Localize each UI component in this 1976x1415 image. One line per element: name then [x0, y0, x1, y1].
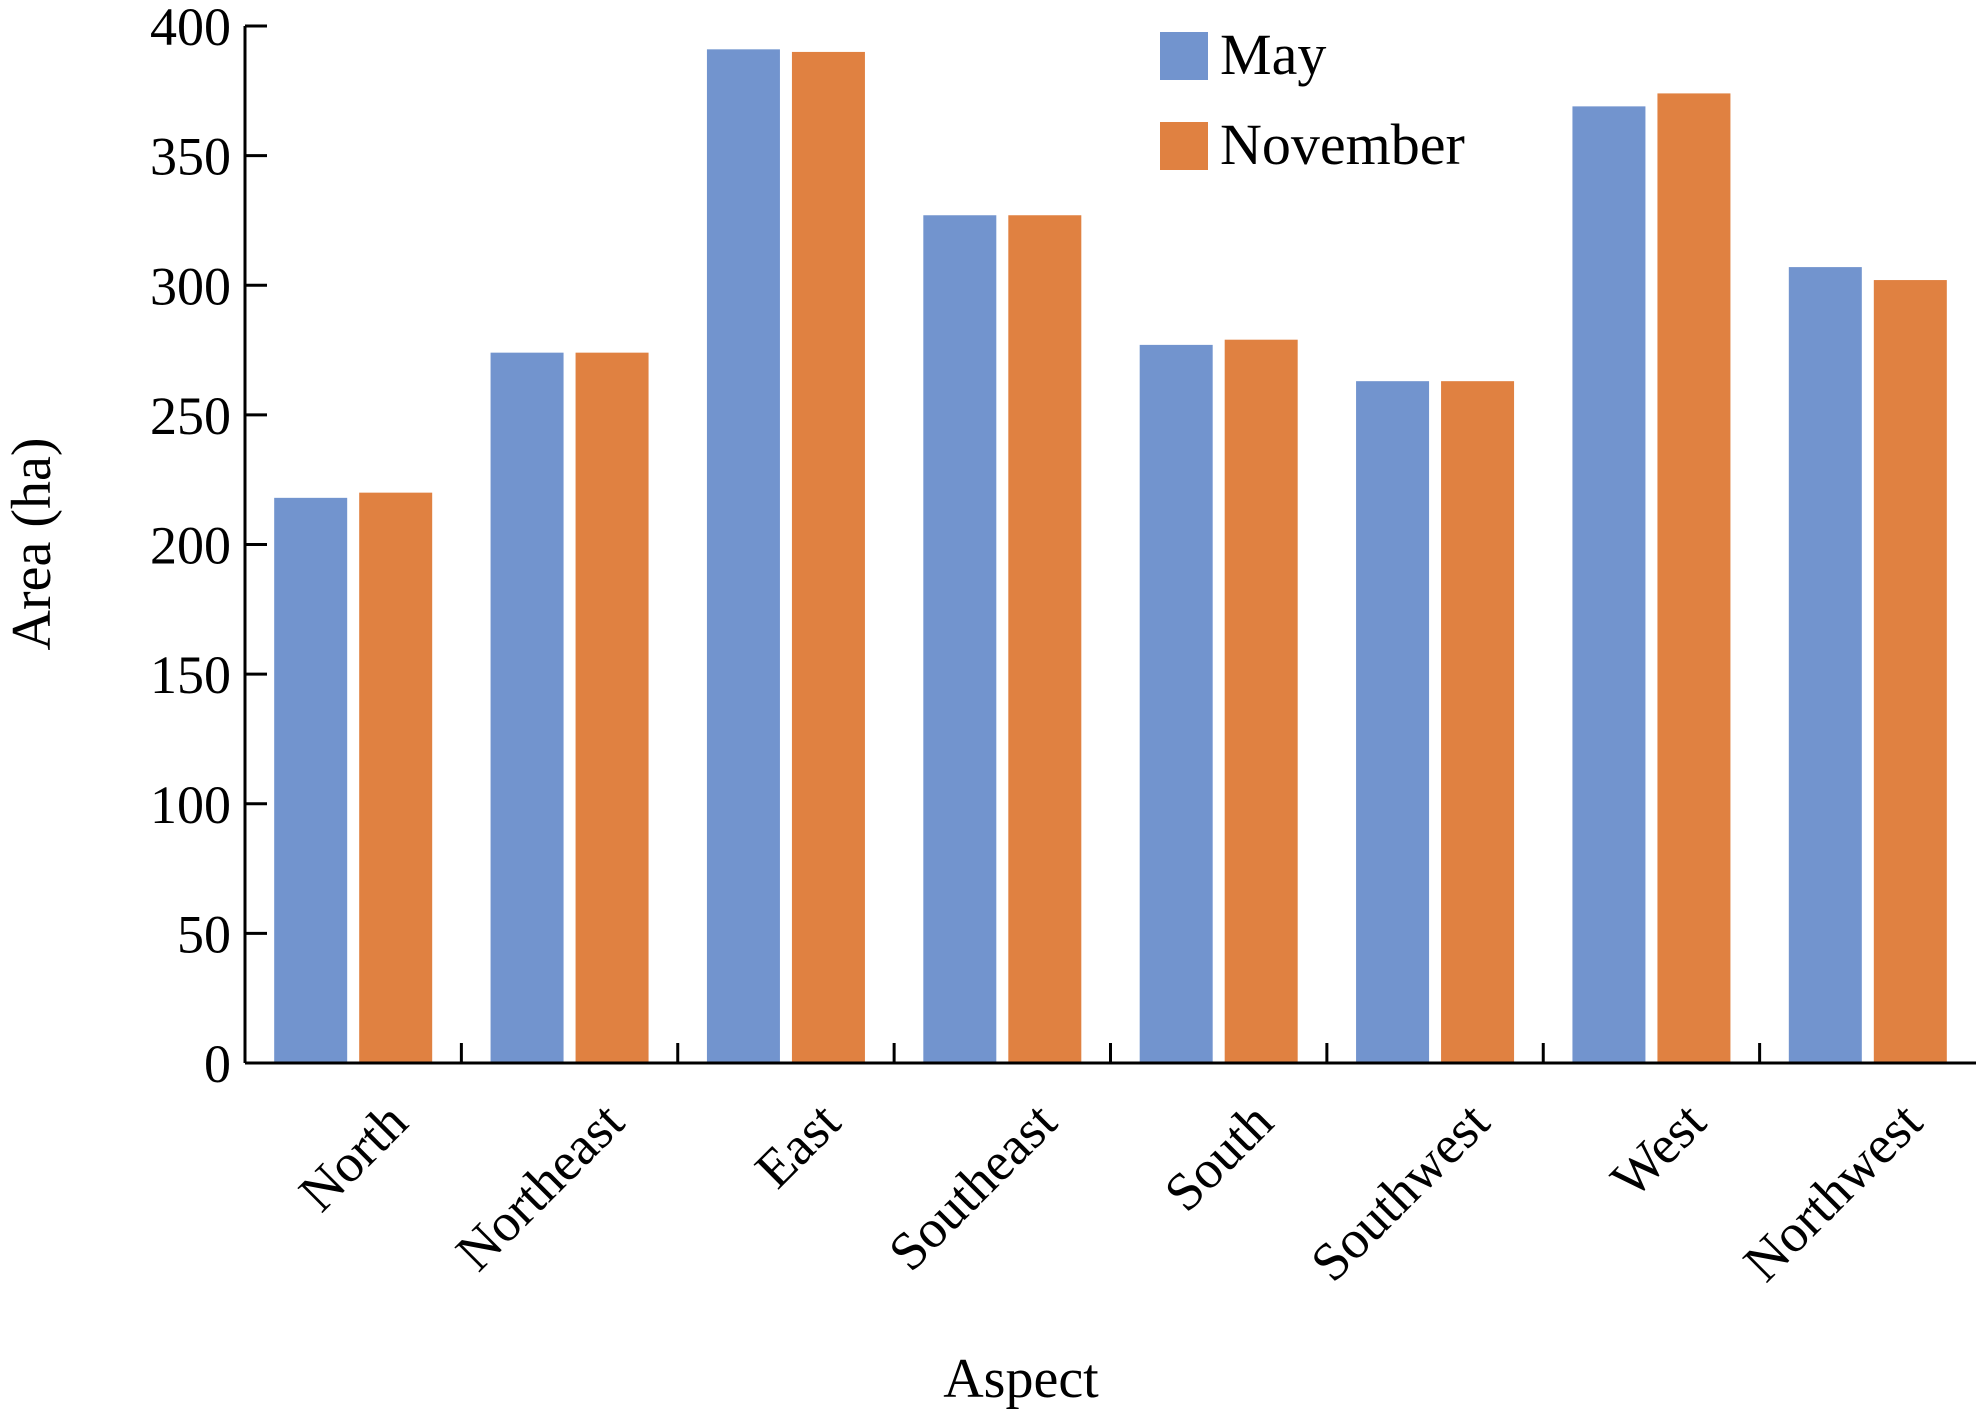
y-axis-title: Area (ha): [1, 438, 63, 651]
x-tick-label: Southwest: [1299, 1091, 1501, 1293]
x-tick-label: North: [287, 1091, 419, 1223]
y-tick-label: 350: [150, 127, 231, 187]
legend-label-may: May: [1220, 22, 1326, 87]
bar-may-north: [274, 497, 348, 1064]
y-tick-label: 0: [204, 1034, 231, 1094]
x-tick-label: East: [743, 1091, 851, 1199]
bar-november-southeast: [1008, 215, 1082, 1063]
bar-november-west: [1657, 93, 1731, 1063]
bar-november-north: [359, 492, 433, 1063]
y-ticks-group: 0 50 100 150 200 250 300 350 400: [150, 0, 267, 1094]
x-tick-label: South: [1153, 1091, 1285, 1223]
bar-may-northeast: [490, 352, 564, 1063]
x-tick-label: West: [1599, 1091, 1717, 1209]
y-tick-label: 200: [150, 516, 231, 576]
bars-group: [274, 49, 1947, 1064]
y-tick-label: 100: [150, 775, 231, 835]
y-tick-label: 400: [150, 0, 231, 57]
bar-may-southeast: [923, 215, 997, 1063]
y-tick-label: 250: [150, 386, 231, 446]
legend-label-november: November: [1220, 112, 1465, 177]
x-ticks-group: North Northeast East Southeast South Southwes…: [287, 1043, 1933, 1293]
y-tick-label: 300: [150, 256, 231, 316]
bar-november-southwest: [1441, 381, 1515, 1063]
legend: May November: [1160, 22, 1465, 177]
bar-may-south: [1139, 344, 1213, 1063]
bar-november-northeast: [575, 352, 649, 1063]
bar-november-south: [1224, 339, 1298, 1063]
x-tick-label: Southeast: [877, 1091, 1068, 1282]
bar-november-east: [791, 51, 865, 1064]
bar-may-northwest: [1788, 267, 1862, 1063]
bar-may-southwest: [1356, 381, 1430, 1063]
legend-swatch-november: [1160, 122, 1208, 170]
bar-may-east: [706, 49, 780, 1063]
bar-may-west: [1572, 106, 1646, 1064]
y-tick-label: 150: [150, 645, 231, 705]
bar-november-northwest: [1873, 280, 1947, 1063]
legend-swatch-may: [1160, 32, 1208, 80]
y-tick-label: 50: [177, 904, 231, 964]
x-tick-label: Northeast: [444, 1091, 635, 1282]
x-tick-label: Northwest: [1732, 1091, 1934, 1293]
x-axis-title: Aspect: [943, 1348, 1099, 1410]
